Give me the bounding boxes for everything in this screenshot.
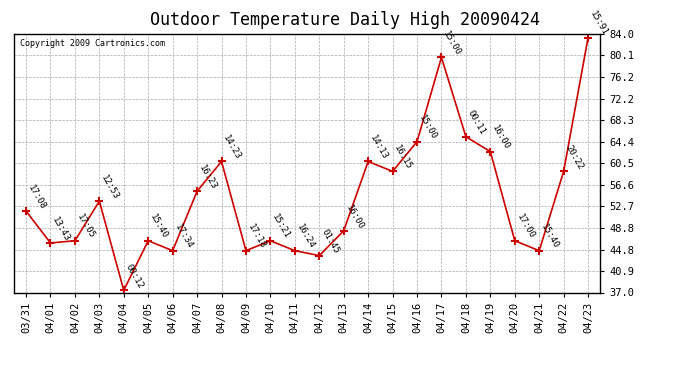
Text: 17:08: 17:08 bbox=[26, 183, 47, 211]
Text: 15:40: 15:40 bbox=[148, 213, 170, 241]
Text: 17:00: 17:00 bbox=[515, 213, 536, 241]
Text: 14:23: 14:23 bbox=[221, 134, 243, 162]
Text: 20:22: 20:22 bbox=[564, 144, 585, 171]
Text: 12:53: 12:53 bbox=[99, 173, 121, 201]
Text: 15:21: 15:21 bbox=[270, 213, 292, 241]
Text: Copyright 2009 Cartronics.com: Copyright 2009 Cartronics.com bbox=[19, 39, 165, 48]
Text: 16:00: 16:00 bbox=[344, 203, 365, 231]
Text: 01:45: 01:45 bbox=[319, 228, 340, 256]
Text: 15:00: 15:00 bbox=[417, 114, 438, 142]
Text: 16:24: 16:24 bbox=[295, 223, 316, 251]
Text: 15:91: 15:91 bbox=[588, 10, 609, 38]
Text: 17:05: 17:05 bbox=[75, 213, 96, 241]
Text: 16:15: 16:15 bbox=[393, 144, 414, 171]
Text: 15:40: 15:40 bbox=[539, 223, 560, 251]
Text: 13:43: 13:43 bbox=[50, 215, 72, 243]
Text: Outdoor Temperature Daily High 20090424: Outdoor Temperature Daily High 20090424 bbox=[150, 11, 540, 29]
Text: 17:18: 17:18 bbox=[246, 223, 267, 251]
Text: 15:00: 15:00 bbox=[442, 30, 463, 57]
Text: 00:11: 00:11 bbox=[466, 109, 487, 137]
Text: 17:34: 17:34 bbox=[172, 223, 194, 251]
Text: 00:12: 00:12 bbox=[124, 262, 145, 290]
Text: 16:00: 16:00 bbox=[491, 124, 511, 152]
Text: 14:13: 14:13 bbox=[368, 134, 389, 162]
Text: 16:23: 16:23 bbox=[197, 164, 218, 191]
